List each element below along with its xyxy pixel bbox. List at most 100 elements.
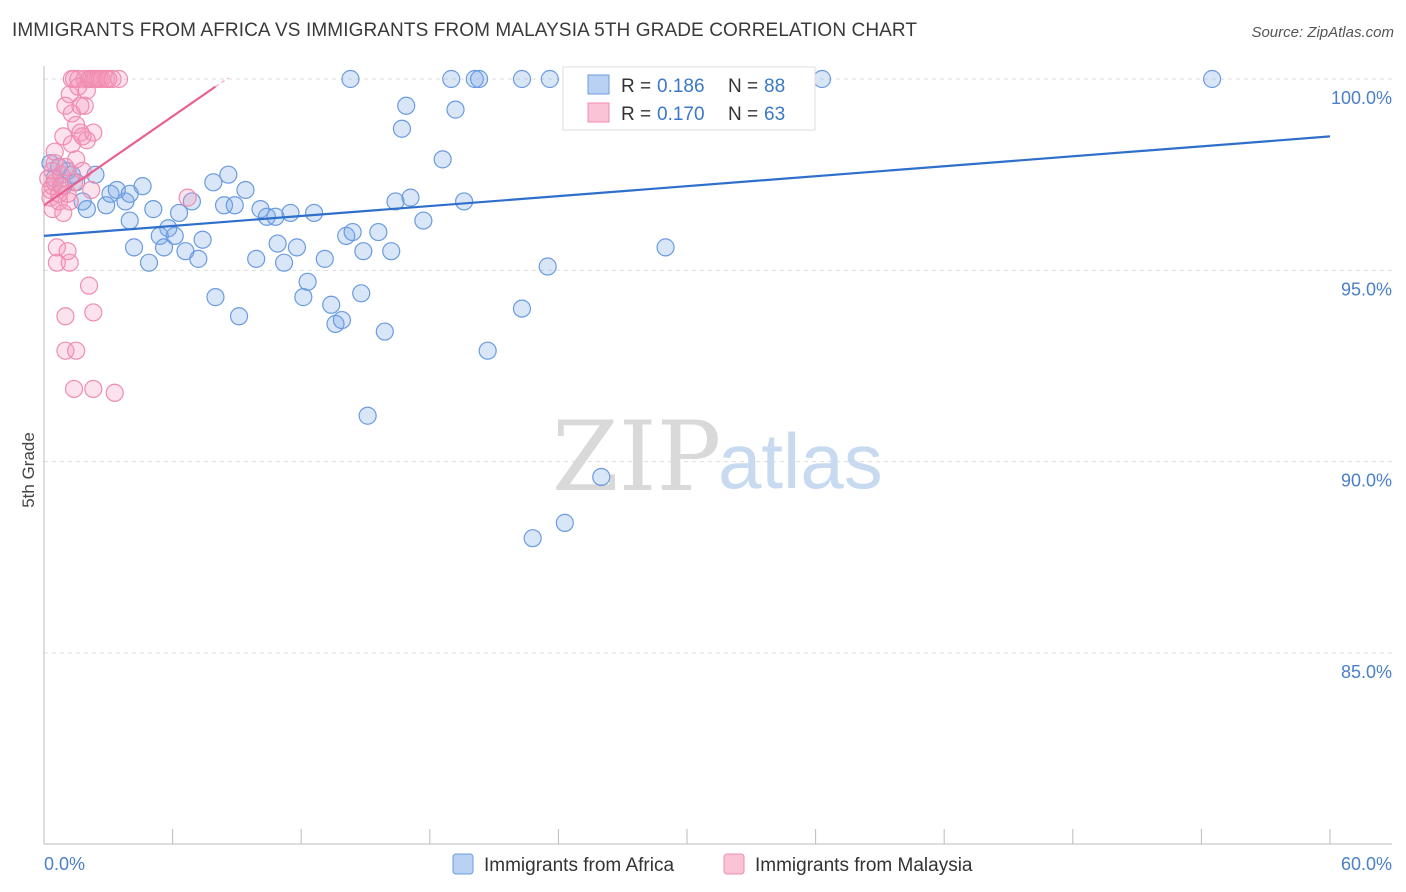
malaysia-points: [39, 69, 197, 402]
malaysia-point-52: [84, 379, 103, 399]
africa-point-73: [656, 238, 675, 257]
africa-point-87: [1203, 69, 1222, 89]
source-credit: Source: ZipAtlas.com: [1251, 24, 1394, 41]
africa-point-57: [375, 322, 394, 341]
africa-point-28: [193, 230, 212, 249]
malaysia-trend-extension: [215, 77, 229, 88]
africa-point-24: [169, 203, 189, 223]
malaysia-point-16: [54, 203, 73, 223]
africa-point-42: [281, 203, 300, 223]
stats-legend: R = 0.186 N = 88 R = 0.170 N = 63: [562, 66, 816, 131]
africa-point-69: [523, 529, 542, 548]
africa-point-46: [304, 203, 324, 223]
legend-n-value-africa: 88: [764, 76, 785, 97]
africa-point-15: [120, 211, 139, 230]
africa-point-41: [274, 253, 294, 272]
africa-point-45: [298, 272, 317, 291]
africa-point-34: [229, 307, 249, 326]
africa-point-68: [512, 299, 532, 318]
y-axis-label: 5th Grade: [19, 432, 38, 508]
legend-swatch-africa: [587, 74, 610, 95]
africa-point-32: [219, 165, 238, 184]
africa-point-59: [386, 192, 405, 211]
malaysia-point-60: [105, 383, 124, 402]
malaysia-point-51: [84, 303, 103, 322]
malaysia-point-10: [47, 253, 66, 272]
malaysia-point-42: [75, 96, 94, 115]
malaysia-point-21: [58, 242, 77, 261]
africa-point-8: [77, 200, 96, 219]
chart-title: IMMIGRANTS FROM AFRICA VS IMMIGRANTS FRO…: [12, 20, 918, 41]
africa-point-48: [322, 295, 341, 314]
x-tick-label-0: 0.0%: [44, 854, 85, 874]
africa-point-50: [332, 310, 352, 330]
africa-point-86: [812, 69, 832, 89]
africa-point-44: [294, 288, 313, 307]
africa-point-56: [369, 222, 388, 242]
africa-point-64: [433, 150, 452, 169]
africa-point-43: [287, 238, 307, 257]
legend-r-label-malaysia: R =: [621, 104, 651, 125]
series-legend: Immigrants from Africa Immigrants from M…: [452, 853, 973, 876]
africa-point-54: [354, 242, 373, 261]
legend-swatch-malaysia: [587, 102, 610, 123]
malaysia-point-50: [84, 123, 103, 142]
africa-point-16: [124, 238, 144, 257]
africa-point-17: [133, 177, 152, 196]
africa-point-65: [446, 100, 465, 119]
malaysia-point-20: [56, 341, 75, 360]
legend-n-label-malaysia: N =: [728, 104, 758, 125]
africa-point-33: [225, 196, 244, 215]
grid-lines: [44, 78, 1392, 654]
africa-point-79: [540, 69, 559, 89]
legend-r-label-africa: R =: [621, 76, 651, 97]
africa-point-19: [144, 200, 163, 219]
malaysia-point-19: [56, 307, 75, 326]
tick-labels: 100.0% 95.0% 90.0% 85.0% 0.0% 60.0%: [44, 88, 1392, 874]
malaysia-point-34: [67, 150, 86, 169]
africa-point-75: [442, 69, 461, 89]
africa-point-62: [401, 188, 420, 207]
africa-point-55: [358, 406, 377, 425]
malaysia-point-61: [109, 69, 129, 89]
africa-point-30: [206, 288, 225, 307]
malaysia-point-40: [73, 161, 92, 180]
africa-point-47: [315, 249, 334, 268]
africa-point-67: [478, 341, 497, 360]
africa-point-21: [154, 238, 174, 257]
malaysia-point-25: [60, 192, 79, 211]
malaysia-point-38: [71, 96, 90, 115]
y-tick-label-0: 100.0%: [1331, 88, 1392, 108]
africa-point-71: [555, 513, 574, 532]
africa-point-63: [414, 211, 433, 230]
africa-point-53: [352, 284, 371, 303]
trend-lines: [43, 77, 1331, 237]
africa-point-23: [165, 226, 184, 245]
africa-point-27: [189, 249, 208, 268]
africa-point-74: [341, 69, 360, 89]
watermark-zip: ZIP: [552, 401, 721, 513]
africa-point-77: [469, 69, 489, 89]
africa-point-58: [382, 242, 401, 261]
legend-n-value-malaysia: 63: [764, 104, 785, 125]
series-legend-label-africa: Immigrants from Africa: [484, 855, 674, 876]
africa-point-36: [247, 249, 266, 268]
africa-point-60: [392, 119, 412, 138]
africa-point-76: [465, 69, 484, 89]
watermark-atlas: atlas: [718, 417, 883, 505]
africa-point-18: [139, 253, 159, 272]
malaysia-point-46: [79, 276, 99, 295]
africa-point-10: [97, 196, 116, 215]
series-legend-swatch-africa: [452, 853, 474, 875]
malaysia-point-59: [103, 69, 122, 89]
africa-point-31: [214, 196, 234, 215]
africa-point-72: [592, 467, 611, 487]
africa-point-35: [236, 180, 255, 200]
africa-point-29: [204, 173, 223, 192]
malaysia-trend-line: [43, 85, 217, 207]
malaysia-point-48: [82, 180, 101, 200]
y-tick-label-2: 90.0%: [1341, 471, 1392, 491]
axes: [43, 66, 1392, 845]
legend-r-value-africa: 0.186: [657, 76, 705, 97]
x-tick-label-1: 60.0%: [1341, 854, 1392, 874]
